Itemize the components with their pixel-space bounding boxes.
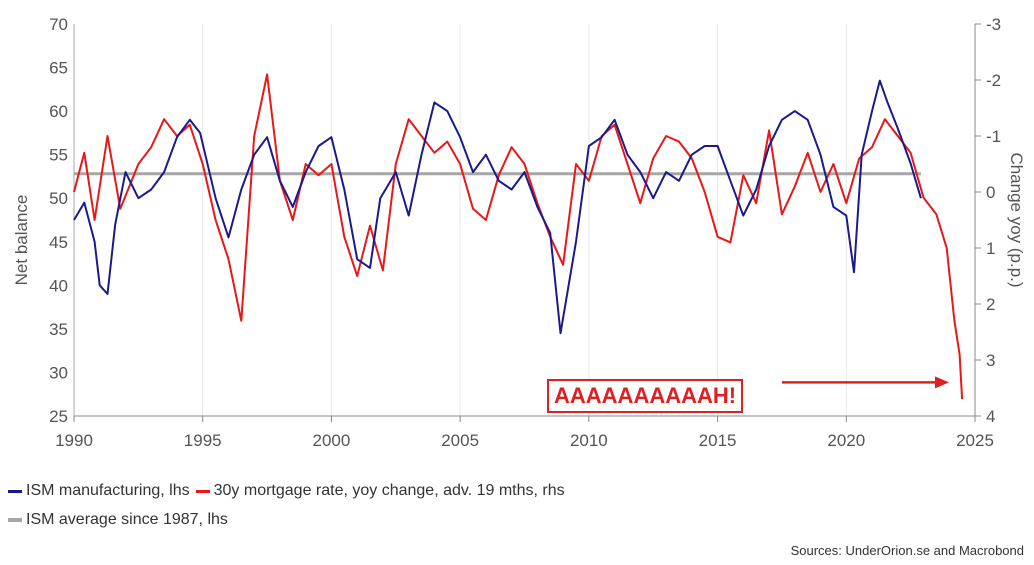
y-axis-left: 25 30 35 40 45 50 55 60 65 70 [49, 15, 75, 426]
y-left-tick-label-65: 65 [49, 59, 68, 78]
chart-canvas: 1990 1995 2000 2005 2010 2015 2020 2025 2530354… [12, 15, 1026, 450]
legend-item-ism: ISM manufacturing, lhs [8, 482, 190, 500]
x-tick-label-1995: 1995 [184, 431, 222, 450]
y-left-tick-label-40: 40 [49, 276, 68, 295]
y-left-tick-label-55: 55 [49, 146, 68, 165]
legend-label-ism: ISM manufacturing, lhs [26, 482, 190, 499]
y-left-tick-label-30: 30 [49, 363, 68, 382]
y-left-tick-label-50: 50 [49, 189, 68, 208]
series-line-ism-manufacturing [73, 79, 922, 335]
series-lines [73, 73, 964, 400]
x-tick-label-2000: 2000 [313, 431, 351, 450]
y-axis-right: 4 3 2 1 0 -1 -2 -3 [974, 15, 1001, 426]
x-tick-label-1990: 1990 [55, 431, 93, 450]
y-right-tick-label-2: 2 [986, 295, 995, 314]
x-tick-label-2025: 2025 [956, 431, 994, 450]
legend-swatch-ism-average [8, 518, 22, 522]
legend-swatch-ism [8, 489, 22, 493]
legend-swatch-mortgage [195, 489, 210, 493]
x-tick-label-2015: 2015 [699, 431, 737, 450]
legend-label-mortgage: 30y mortgage rate, yoy change, adv. 19 m… [213, 482, 565, 499]
legend-row-2: ISM average since 1987, lhs [8, 511, 234, 529]
legend-item-mortgage: 30y mortgage rate, yoy change, adv. 19 m… [195, 482, 565, 500]
y-right-tick-label--2: -2 [986, 71, 1001, 90]
x-axis: 1990 1995 2000 2005 2010 2015 2020 2025 [55, 415, 994, 450]
x-tick-label-2020: 2020 [827, 431, 865, 450]
annotation-arrow-head [934, 376, 949, 389]
y-left-tick-label-45: 45 [49, 233, 68, 252]
y-right-tick-label-0: 0 [986, 183, 995, 202]
y-left-tick-label-35: 35 [49, 320, 68, 339]
y-right-tick-label-4: 4 [986, 407, 995, 426]
y-left-tick-label-25: 25 [49, 407, 68, 426]
x-tick-label-2010: 2010 [570, 431, 608, 450]
y-right-tick-label-3: 3 [986, 351, 995, 370]
y-right-tick-label--3: -3 [986, 15, 1001, 34]
series-line-mortgage-rate [73, 73, 964, 400]
y-axis-right-label: Change yoy (p.p.) [1007, 152, 1026, 287]
source-note: Sources: UnderOrion.se and Macrobond [790, 543, 1024, 558]
legend-label-ism-average: ISM average since 1987, lhs [26, 511, 228, 528]
y-left-tick-label-60: 60 [49, 102, 68, 121]
y-right-tick-label-1: 1 [986, 239, 995, 258]
annotation-arrow [782, 376, 949, 389]
legend-item-ism-average: ISM average since 1987, lhs [8, 511, 228, 529]
legend-row-1: ISM manufacturing, lhs 30y mortgage rate… [8, 482, 571, 500]
y-left-tick-label-70: 70 [49, 15, 68, 34]
x-tick-label-2005: 2005 [441, 431, 479, 450]
vertical-gridlines [73, 24, 976, 416]
annotation-label: AAAAAAAAAAH! [547, 379, 744, 413]
y-axis-left-label: Net balance [12, 195, 31, 286]
y-right-tick-label--1: -1 [986, 127, 1001, 146]
